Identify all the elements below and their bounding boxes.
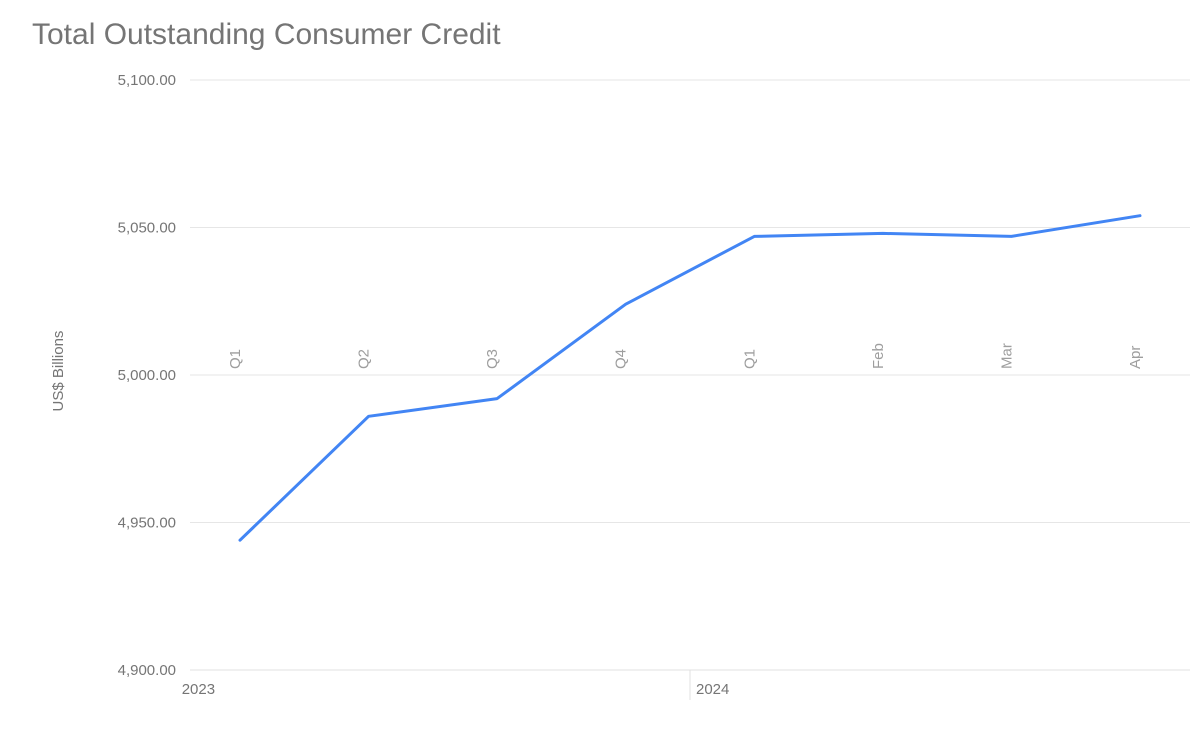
y-tick-label: 5,100.00 bbox=[118, 72, 176, 89]
x-category-label: Q4 bbox=[613, 349, 630, 369]
y-axis-label: US$ Billions bbox=[50, 331, 67, 412]
x-category-label: Q2 bbox=[356, 349, 373, 369]
chart-container: Total Outstanding Consumer Credit US$ Bi… bbox=[0, 0, 1200, 742]
x-major-label: 2024 bbox=[696, 681, 729, 698]
x-category-label: Mar bbox=[998, 343, 1015, 369]
chart-svg: 4,900.00 4,950.00 5,000.00 5,050.00 5,100.00… bbox=[0, 0, 1200, 742]
x-category-label: Apr bbox=[1127, 346, 1144, 369]
x-category-label: Feb bbox=[870, 343, 887, 369]
y-tick-label: 4,950.00 bbox=[118, 515, 176, 532]
x-category-label: Q1 bbox=[741, 349, 758, 369]
chart-title: Total Outstanding Consumer Credit bbox=[32, 18, 501, 52]
x-major-label: 2023 bbox=[182, 681, 215, 698]
x-category-label: Q3 bbox=[484, 349, 501, 369]
x-category-label: Q1 bbox=[227, 349, 244, 369]
y-tick-label: 4,900.00 bbox=[118, 662, 176, 679]
y-tick-label: 5,050.00 bbox=[118, 220, 176, 237]
series-line bbox=[240, 216, 1140, 541]
y-tick-label: 5,000.00 bbox=[118, 367, 176, 384]
